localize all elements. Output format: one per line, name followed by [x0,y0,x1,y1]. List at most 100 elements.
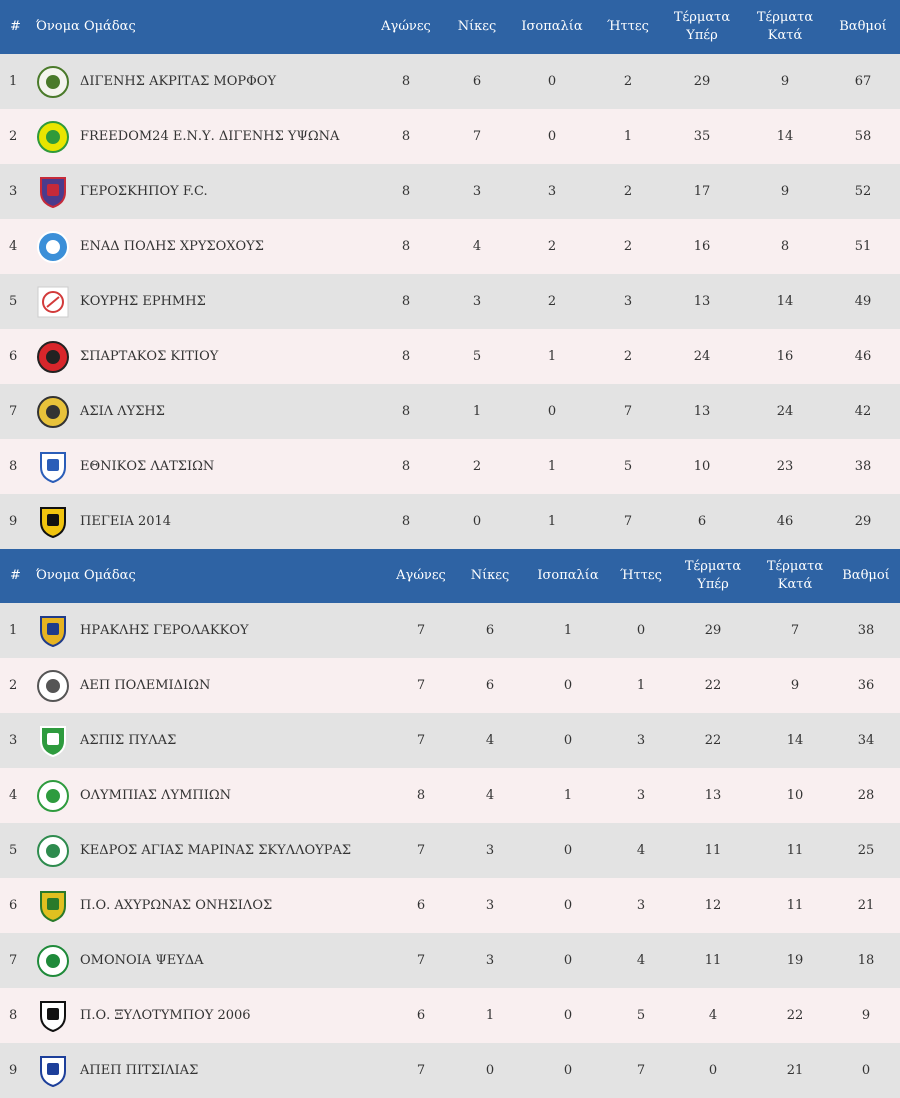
team-cell: ΕΘΝΙΚΟΣ ΛΑΤΣΙΩΝ [36,439,366,494]
wins-cell: 5 [472,349,482,364]
team-info: ΑΕΠ ΠΟΛΕΜΙΔΙΩΝ [36,669,384,703]
header-wins: Νίκες [457,19,497,34]
wins-cell: 4 [485,733,495,748]
team-info: Π.Ο. ΞΥΛΟΤΥΜΠΟΥ 2006 [36,999,384,1033]
team-name-link[interactable]: ΑΠΕΠ ΠΙΤΣΙΛΙΑΣ [80,1063,199,1078]
team-logo-icon[interactable] [36,834,70,868]
team-name-link[interactable]: ΣΠΑΡΤΑΚΟΣ ΚΙΤΙΟΥ [80,349,219,364]
team-logo-icon[interactable] [36,65,70,99]
wins-cell: 3 [472,184,482,199]
team-name-link[interactable]: ΓΕΡΟΣΚΗΠΟΥ F.C. [80,184,208,199]
points-cell: 38 [854,459,872,474]
table-row: 6 Π.Ο. ΑΧΥΡΩΝΑΣ ΟΝΗΣΙΛΟΣ 6 3 0 3 12 11 21 [0,878,900,933]
team-logo-icon[interactable] [36,340,70,374]
position-cell: 4 [9,788,18,803]
draws-cell: 1 [563,788,573,803]
team-info: ΠΕΓΕΙΑ 2014 [36,505,366,539]
team-name-link[interactable]: ΑΕΠ ΠΟΛΕΜΙΔΙΩΝ [80,678,211,693]
team-cell: ΚΕΔΡΟΣ ΑΓΙΑΣ ΜΑΡΙΝΑΣ ΣΚΥΛΛΟΥΡΑΣ [36,823,384,878]
position-cell: 1 [9,623,18,638]
team-name-link[interactable]: Π.Ο. ΑΧΥΡΩΝΑΣ ΟΝΗΣΙΛΟΣ [80,898,273,913]
points-cell: 42 [854,404,872,419]
losses-cell: 4 [636,953,646,968]
team-logo-icon[interactable] [36,175,70,209]
points-cell: 38 [857,623,875,638]
team-cell: ΟΛΥΜΠΙΑΣ ΛΥΜΠΙΩΝ [36,768,384,823]
team-name-link[interactable]: ΠΕΓΕΙΑ 2014 [80,514,172,529]
team-name-link[interactable]: ΑΣΠΙΣ ΠΥΛΑΣ [80,733,177,748]
header-goals-for-line2: Υπέρ [686,28,718,43]
draws-cell: 0 [563,898,573,913]
played-cell: 7 [416,843,426,858]
wins-cell: 1 [472,404,482,419]
losses-cell: 1 [623,129,633,144]
points-cell: 51 [854,239,872,254]
wins-cell: 4 [485,788,495,803]
table-row: 3 ΑΣΠΙΣ ΠΥΛΑΣ 7 4 0 3 22 14 34 [0,713,900,768]
team-logo-icon[interactable] [36,230,70,264]
goals-against-cell: 16 [776,349,794,364]
team-cell: ΗΡΑΚΛΗΣ ΓΕΡΟΛΑΚΚΟΥ [36,603,384,658]
team-info: ΑΣΠΙΣ ΠΥΛΑΣ [36,724,384,758]
team-name-link[interactable]: ΗΡΑΚΛΗΣ ΓΕΡΟΛΑΚΚΟΥ [80,623,249,638]
team-logo-icon[interactable] [36,999,70,1033]
team-logo-icon[interactable] [36,669,70,703]
goals-against-cell: 11 [786,898,804,913]
team-name-link[interactable]: FREEDOM24 Ε.Ν.Υ. ΔΙΓΕΝΗΣ ΥΨΩΝΑ [80,129,340,144]
team-name-link[interactable]: ΚΟΥΡΗΣ ΕΡΗΜΗΣ [80,294,206,309]
position-cell: 1 [9,74,18,89]
team-logo-icon[interactable] [36,889,70,923]
team-cell: ΚΟΥΡΗΣ ΕΡΗΜΗΣ [36,274,366,329]
team-name-link[interactable]: Π.Ο. ΞΥΛΟΤΥΜΠΟΥ 2006 [80,1008,251,1023]
team-name-link[interactable]: ΟΜΟΝΟΙΑ ΨΕΥΔΑ [80,953,204,968]
losses-cell: 3 [636,788,646,803]
position-cell: 5 [9,843,18,858]
played-cell: 8 [401,459,411,474]
team-logo-icon[interactable] [36,395,70,429]
team-cell: ΑΠΕΠ ΠΙΤΣΙΛΙΑΣ [36,1043,384,1098]
goals-against-cell: 10 [786,788,804,803]
goals-for-cell: 24 [693,349,711,364]
table-header-row: # Όνομα Ομάδας Αγώνες Νίκες Ισοπαλία Ήττ… [0,549,900,603]
draws-cell: 2 [547,239,557,254]
header-goals-against-line1: Τέρματα [756,10,814,25]
team-cell: ΓΕΡΟΣΚΗΠΟΥ F.C. [36,164,366,219]
wins-cell: 3 [485,953,495,968]
table-row: 2 FREEDOM24 Ε.Ν.Υ. ΔΙΓΕΝΗΣ ΥΨΩΝΑ 8 7 0 1 35 14 5… [0,109,900,164]
losses-cell: 3 [636,898,646,913]
losses-cell: 7 [623,404,633,419]
losses-cell: 7 [636,1063,646,1078]
position-cell: 6 [9,898,18,913]
team-logo-icon[interactable] [36,450,70,484]
team-logo-icon[interactable] [36,1054,70,1088]
team-logo-icon[interactable] [36,944,70,978]
position-cell: 7 [9,953,18,968]
team-logo-icon[interactable] [36,724,70,758]
goals-against-cell: 9 [790,678,800,693]
team-name-link[interactable]: ΑΣΙΛ ΛΥΣΗΣ [80,404,165,419]
played-cell: 8 [401,74,411,89]
points-cell: 28 [857,788,875,803]
position-cell: 3 [9,184,18,199]
draws-cell: 0 [563,1008,573,1023]
team-name-link[interactable]: ΟΛΥΜΠΙΑΣ ΛΥΜΠΙΩΝ [80,788,232,803]
goals-for-cell: 35 [693,129,711,144]
team-info: ΓΕΡΟΣΚΗΠΟΥ F.C. [36,175,366,209]
team-cell: Π.Ο. ΞΥΛΟΤΥΜΠΟΥ 2006 [36,988,384,1043]
header-goals-for-line1: Τέρματα [684,559,742,574]
team-name-link[interactable]: ΚΕΔΡΟΣ ΑΓΙΑΣ ΜΑΡΙΝΑΣ ΣΚΥΛΛΟΥΡΑΣ [80,843,352,858]
header-goals-against: Τέρματα Κατά [744,0,826,54]
table-row: 9 ΠΕΓΕΙΑ 2014 8 0 1 7 6 46 29 [0,494,900,549]
team-name-link[interactable]: ΕΝΑΔ ΠΟΛΗΣ ΧΡΥΣΟΧΟΥΣ [80,239,264,254]
team-name-link[interactable]: ΕΘΝΙΚΟΣ ΛΑΤΣΙΩΝ [80,459,215,474]
header-goals-for-line1: Τέρματα [673,10,731,25]
team-logo-icon[interactable] [36,779,70,813]
team-logo-icon[interactable] [36,505,70,539]
team-logo-icon[interactable] [36,614,70,648]
team-name-link[interactable]: ΔΙΓΕΝΗΣ ΑΚΡΙΤΑΣ ΜΟΡΦΟΥ [80,74,277,89]
team-info: ΟΛΥΜΠΙΑΣ ΛΥΜΠΙΩΝ [36,779,384,813]
team-logo-icon[interactable] [36,285,70,319]
team-logo-icon[interactable] [36,120,70,154]
points-cell: 9 [861,1008,871,1023]
